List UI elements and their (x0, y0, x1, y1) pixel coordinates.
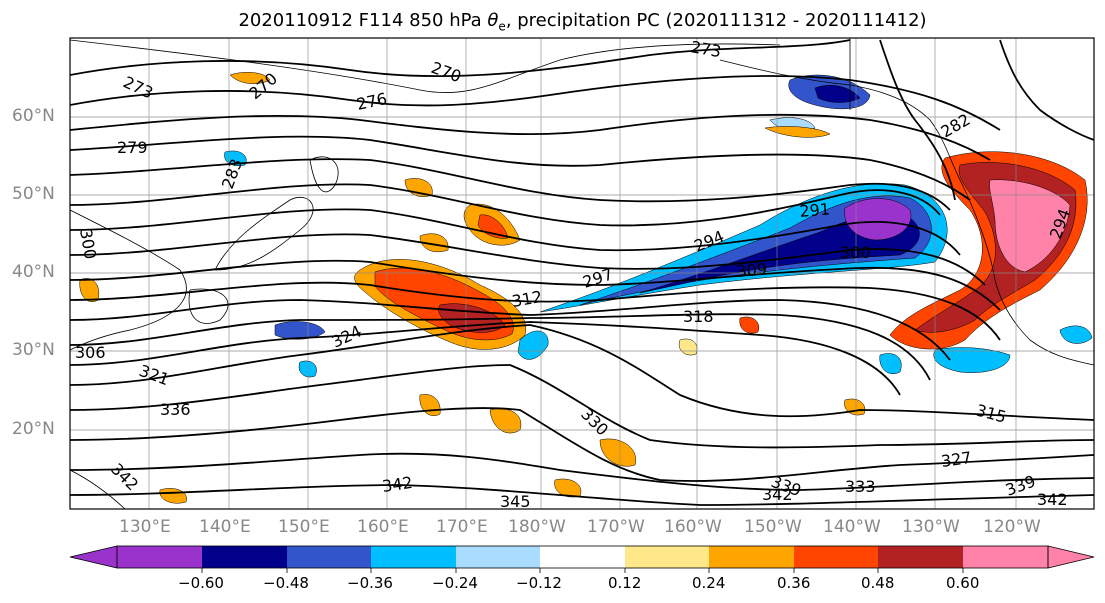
colorbar-bin (540, 546, 625, 568)
lon-label: 140°W (823, 517, 881, 537)
title-prefix: 2020110912 F114 850 hPa (238, 10, 488, 31)
contour-label: 318 (683, 307, 714, 326)
title-subscript: e (498, 19, 506, 34)
colorbar (69, 545, 1095, 573)
lat-label-20n: 20°N (12, 419, 55, 439)
contour-label: 327 (940, 448, 973, 471)
lon-label: 130°E (119, 517, 171, 537)
lon-label: 140°E (199, 517, 251, 537)
colorbar-tick-label: 0.60 (946, 574, 980, 592)
map-title: 2020110912 F114 850 hPa θe, precipitatio… (0, 10, 1105, 34)
lat-label-60n: 60°N (12, 106, 55, 126)
contour-label: 279 (117, 138, 148, 157)
colorbar-extension-max (1047, 545, 1095, 569)
lon-label: 180°W (508, 517, 566, 537)
coastlines (70, 38, 1094, 509)
lat-label-40n: 40°N (12, 262, 55, 282)
contour-label: 273 (689, 37, 722, 61)
lat-label-50n: 50°N (12, 184, 55, 204)
colorbar-frame (116, 545, 1049, 569)
lon-label: 120°W (983, 517, 1041, 537)
lon-label: 150°W (744, 517, 802, 537)
title-theta-symbol: θ (487, 10, 499, 31)
colorbar-tick-label: 0.48 (861, 574, 895, 592)
lon-label: 170°W (587, 517, 645, 537)
colorbar-tick-label: 0.24 (692, 574, 726, 592)
colorbar-tick-label: 0.36 (777, 574, 811, 592)
title-suffix: , precipitation PC (2020111312 - 2020111… (505, 10, 927, 31)
colorbar-tick-label: −0.12 (516, 574, 562, 592)
lon-label: 160°E (357, 517, 409, 537)
contour-label: 342 (762, 485, 793, 504)
lat-label-30n: 30°N (12, 340, 55, 360)
colorbar-bin (117, 546, 202, 568)
lon-label: 150°E (278, 517, 330, 537)
colorbar-tick-label: −0.48 (263, 574, 309, 592)
contour-label: 333 (845, 477, 876, 496)
colorbar-bin (371, 546, 456, 568)
colorbar-bin (963, 546, 1048, 568)
colorbar-tick-label: −0.36 (347, 574, 393, 592)
contour-label: 300 (840, 243, 871, 262)
contour-label: 342 (1037, 490, 1068, 509)
map-frame (69, 37, 1095, 510)
lon-label: 170°E (436, 517, 488, 537)
colorbar-bin (625, 546, 709, 568)
colorbar-bin (794, 546, 878, 568)
contour-label: 336 (160, 400, 191, 419)
colorbar-tick-label: 0.12 (608, 574, 642, 592)
colorbar-bin (709, 546, 794, 568)
contour-label: 342 (381, 473, 414, 496)
colorbar-bin (202, 546, 287, 568)
colorbar-extension-min (69, 545, 118, 569)
colorbar-tick-label: −0.24 (432, 574, 478, 592)
lon-label: 130°W (902, 517, 960, 537)
map-panel: 273 270 276 273 279 270 283 282 291 294 … (70, 37, 1094, 511)
colorbar-tick-label: −0.60 (178, 574, 224, 592)
colorbar-bin (287, 546, 371, 568)
lon-label: 160°W (664, 517, 722, 537)
theta-e-contours (70, 39, 1094, 506)
contour-label: 291 (799, 199, 831, 221)
colorbar-bin (878, 546, 963, 568)
contour-label: 345 (500, 492, 531, 511)
contour-label: 309 (736, 259, 768, 281)
colorbar-bin (456, 546, 540, 568)
contour-label: 306 (75, 343, 106, 362)
